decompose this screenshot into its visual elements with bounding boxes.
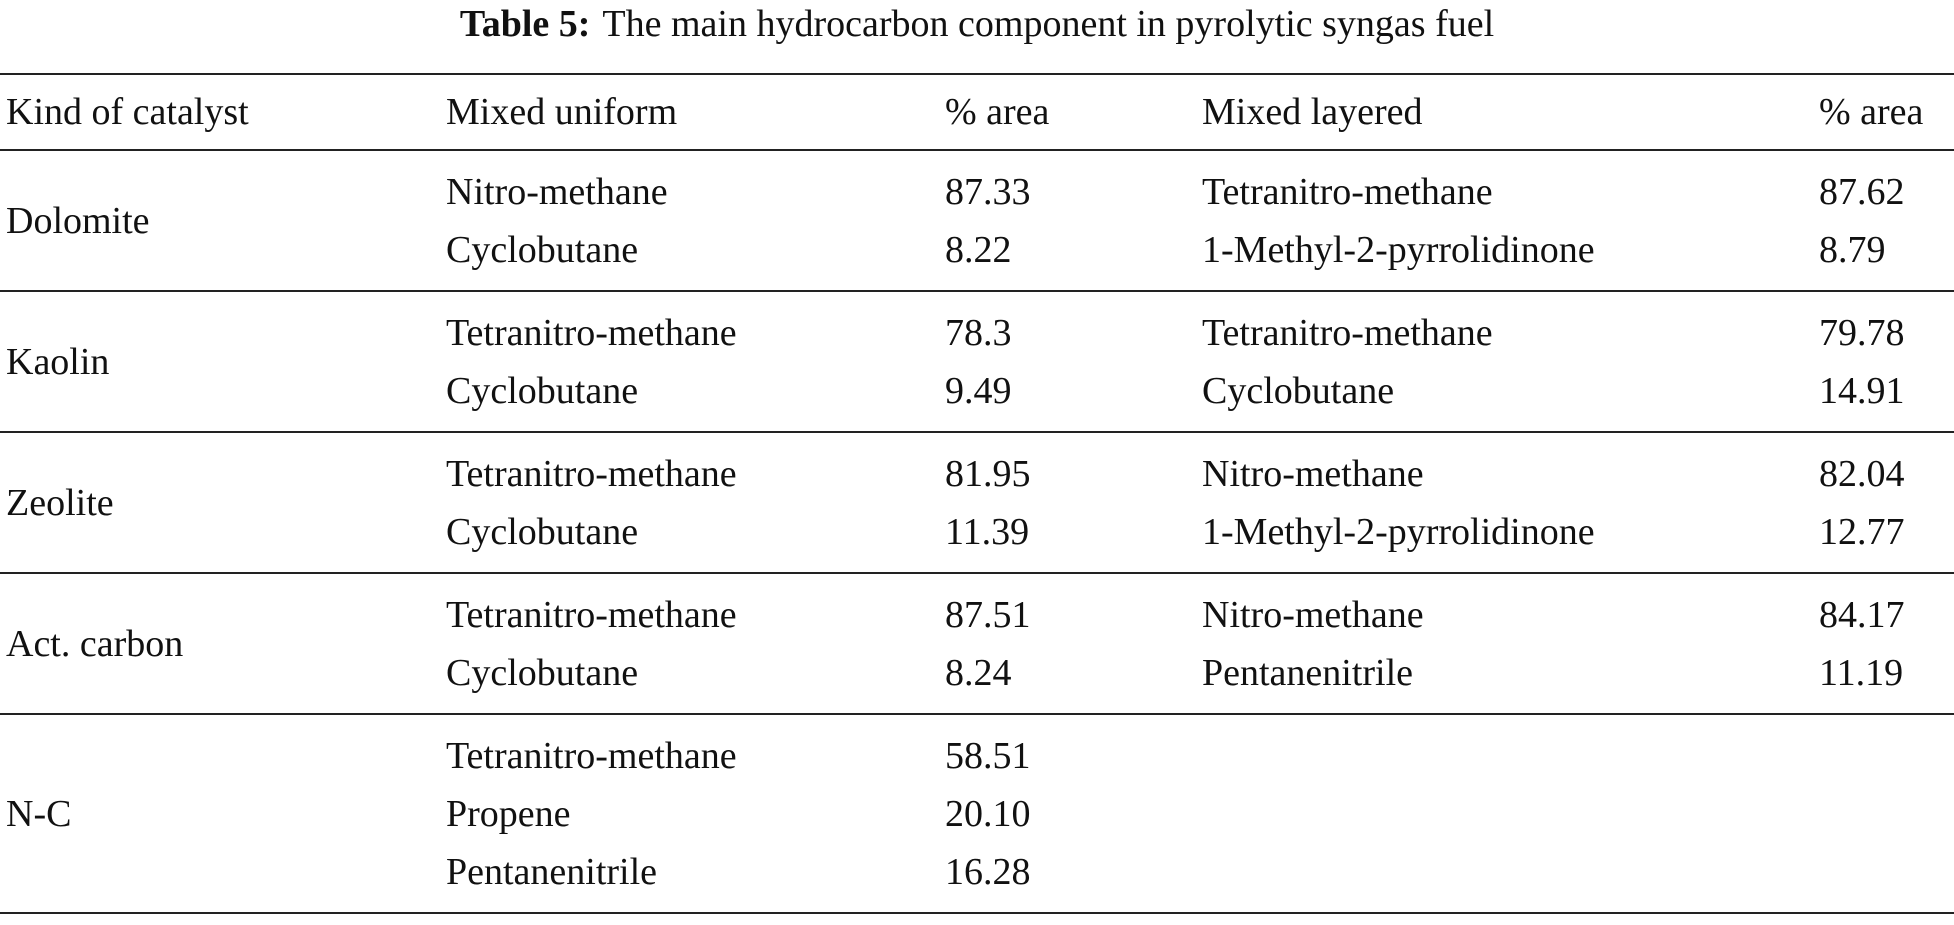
table-rule: [0, 73, 1954, 75]
component: Cyclobutane: [446, 651, 639, 694]
catalyst-name: Act. carbon: [6, 622, 184, 665]
area-percent: 84.17: [1819, 593, 1905, 636]
component: Nitro-methane: [1202, 452, 1424, 495]
area-percent: 11.39: [945, 510, 1030, 553]
table-rule: [0, 572, 1954, 574]
component: Nitro-methane: [446, 170, 668, 213]
component: 1-Methyl-2-pyrrolidinone: [1202, 228, 1595, 271]
component: Tetranitro-methane: [446, 734, 737, 777]
area-percent: 20.10: [945, 792, 1031, 835]
component: Cyclobutane: [446, 228, 639, 271]
component: 1-Methyl-2-pyrrolidinone: [1202, 510, 1595, 553]
table-rule: [0, 713, 1954, 715]
component: Pentanenitrile: [1202, 651, 1414, 694]
area-percent: 14.91: [1819, 369, 1905, 412]
area-percent: 8.22: [945, 228, 1012, 271]
component: Cyclobutane: [446, 510, 639, 553]
component: Cyclobutane: [446, 369, 639, 412]
area-percent: 87.51: [945, 593, 1031, 636]
column-header: Mixed uniform: [446, 91, 678, 133]
component: Propene: [446, 792, 571, 835]
table-caption: Table 5: The main hydrocarbon component i…: [0, 2, 1954, 46]
area-percent: 82.04: [1819, 452, 1905, 495]
catalyst-name: N-C: [6, 792, 72, 835]
component: Tetranitro-methane: [446, 593, 737, 636]
area-percent: 87.62: [1819, 170, 1905, 213]
column-header: % area: [945, 91, 1050, 133]
caption-label: Table 5:: [459, 3, 591, 45]
area-percent: 16.28: [945, 850, 1031, 893]
area-percent: 8.24: [945, 651, 1012, 694]
component: Tetranitro-methane: [1202, 311, 1493, 354]
area-percent: 11.19: [1819, 651, 1904, 694]
caption-text: The main hydrocarbon component in pyroly…: [602, 3, 1495, 45]
component: Nitro-methane: [1202, 593, 1424, 636]
table-rule: [0, 431, 1954, 433]
component: Cyclobutane: [1202, 369, 1395, 412]
table-rule: [0, 290, 1954, 292]
column-header: Kind of catalyst: [6, 91, 249, 133]
catalyst-name: Zeolite: [6, 481, 114, 524]
area-percent: 12.77: [1819, 510, 1905, 553]
component: Tetranitro-methane: [1202, 170, 1493, 213]
table-rule: [0, 912, 1954, 914]
area-percent: 81.95: [945, 452, 1031, 495]
area-percent: 8.79: [1819, 228, 1886, 271]
table-rule: [0, 149, 1954, 151]
area-percent: 87.33: [945, 170, 1031, 213]
catalyst-name: Kaolin: [6, 340, 110, 383]
area-percent: 58.51: [945, 734, 1031, 777]
column-header: Mixed layered: [1202, 91, 1423, 133]
area-percent: 9.49: [945, 369, 1012, 412]
area-percent: 79.78: [1819, 311, 1905, 354]
component: Tetranitro-methane: [446, 452, 737, 495]
component: Tetranitro-methane: [446, 311, 737, 354]
area-percent: 78.3: [945, 311, 1012, 354]
column-header: % area: [1819, 91, 1924, 133]
component: Pentanenitrile: [446, 850, 658, 893]
catalyst-name: Dolomite: [6, 199, 150, 242]
